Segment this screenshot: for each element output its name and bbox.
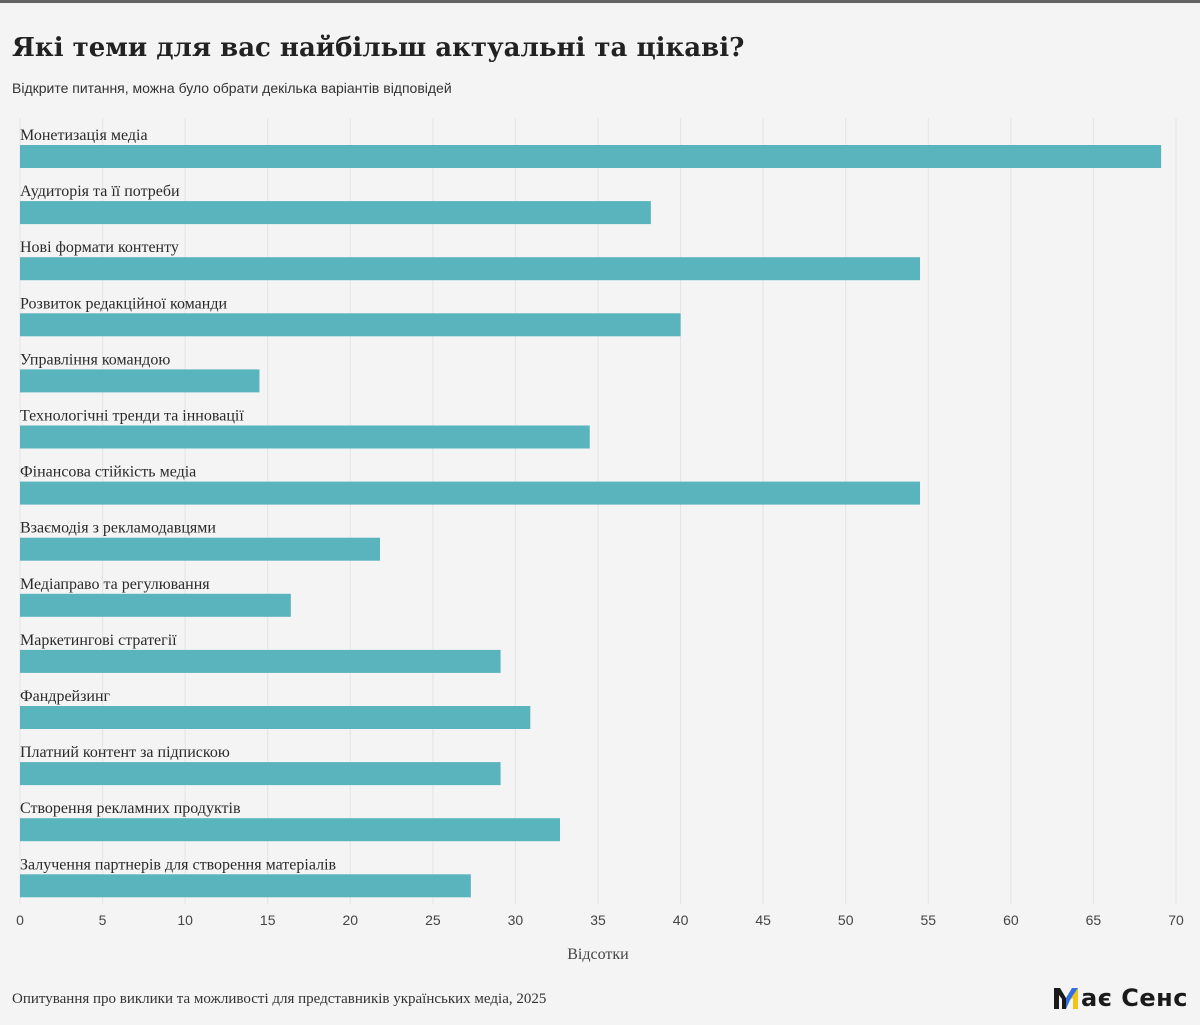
category-label: Аудиторія та її потреби [20,183,180,200]
x-tick-label: 65 [1086,912,1102,928]
category-label: Маркетингові стратегії [20,632,177,649]
bar [20,201,651,225]
brand-logo: ає Сенс [1053,983,1188,1013]
bar [20,874,471,898]
bar [20,706,531,729]
chart-subtitle: Відкрите питання, можна було обрати декі… [12,80,452,96]
bar [20,481,921,505]
logo-text: ає Сенс [1081,984,1188,1012]
bars [20,145,1162,898]
x-tick-label: 70 [1168,912,1184,928]
x-tick-label: 55 [920,912,936,928]
x-tick-label: 25 [425,912,441,928]
x-tick-label: 35 [590,912,606,928]
bar-chart: Монетизація медіа Аудиторія та її потреби… [16,118,1184,963]
x-tick-label: 45 [755,912,771,928]
bar [20,593,291,617]
category-label: Створення рекламних продуктів [20,800,241,817]
x-tick-label: 30 [508,912,524,928]
x-tick-label: 20 [342,912,358,928]
x-tick-label: 60 [1003,912,1019,928]
x-tick-label: 40 [673,912,689,928]
chart-title: Які теми для вас найбільш актуальні та ц… [12,33,745,63]
category-label: Технологічні тренди та інновації [20,408,244,425]
x-axis-ticks: 0 5 10 15 20 25 30 35 40 45 50 55 60 65 70 [16,912,1184,928]
x-tick-label: 10 [177,912,193,928]
category-label: Управління командою [20,351,170,368]
mae-sens-m-logo-icon [1054,988,1079,1009]
bar [20,649,501,673]
x-tick-label: 0 [16,912,24,928]
x-axis-title: Відсотки [567,946,629,963]
top-rule [0,0,1200,3]
category-label: Розвиток редакційної команди [20,295,227,312]
category-label: Платний контент за підпискою [20,744,230,761]
bar [20,537,381,561]
category-label: Медіаправо та регулювання [20,576,210,593]
x-tick-label: 50 [838,912,854,928]
x-tick-label: 5 [99,912,107,928]
category-label: Фандрейзинг [20,688,111,705]
bar [20,425,590,449]
category-label: Залучення партнерів для створення матері… [20,856,337,873]
bar [20,257,921,281]
category-label: Взаємодія з рекламодавцями [20,520,216,537]
category-label: Монетизація медіа [20,127,148,144]
category-label: Нові формати контенту [20,239,179,256]
category-label: Фінансова стійкість медіа [20,464,196,481]
category-labels: Монетизація медіа Аудиторія та її потреби… [20,127,337,873]
source-note: Опитування про виклики та можливості для… [12,991,547,1007]
grid-lines [19,118,1177,904]
bar [20,369,260,393]
x-tick-label: 15 [260,912,276,928]
bar [20,762,501,786]
bar [20,818,561,842]
bar [20,313,681,337]
bar [20,145,1162,168]
